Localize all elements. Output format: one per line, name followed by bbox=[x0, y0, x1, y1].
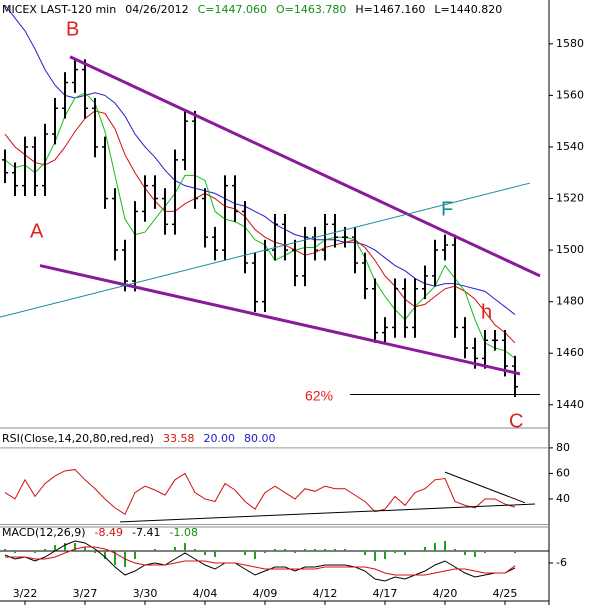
trendline bbox=[69, 55, 541, 278]
x-tick-label: 4/20 bbox=[433, 587, 458, 600]
histogram-bar bbox=[114, 551, 116, 565]
histogram-bar bbox=[314, 549, 316, 551]
trendline bbox=[444, 471, 526, 504]
header-text: -7.41 bbox=[132, 526, 160, 539]
histogram-bar bbox=[174, 547, 176, 551]
histogram-bar bbox=[404, 551, 406, 555]
x-tick-label: 4/17 bbox=[373, 587, 398, 600]
histogram-bar bbox=[344, 549, 346, 551]
x-tick-label: 3/30 bbox=[133, 587, 158, 600]
histogram-bar bbox=[64, 543, 66, 551]
y-tick-label: 80 bbox=[556, 441, 570, 454]
header-text: L=1440.820 bbox=[434, 3, 502, 16]
annotation: A bbox=[30, 220, 44, 242]
header-text: O=1463.780 bbox=[276, 3, 346, 16]
histogram-bar bbox=[464, 551, 466, 555]
histogram-bar bbox=[484, 551, 486, 553]
histogram-bar bbox=[304, 549, 306, 551]
y-tick-label: -6 bbox=[556, 556, 567, 569]
histogram-bar bbox=[254, 551, 256, 559]
x-tick-label: 4/25 bbox=[493, 587, 518, 600]
histogram-bar bbox=[194, 549, 196, 551]
histogram-bar bbox=[204, 551, 206, 555]
header-text: 04/26/2012 bbox=[125, 3, 188, 16]
trendline bbox=[39, 264, 521, 376]
x-tick-label: 3/22 bbox=[13, 587, 38, 600]
histogram-bar bbox=[104, 551, 106, 559]
histogram-bar bbox=[84, 547, 86, 551]
histogram-bar bbox=[394, 551, 396, 553]
indicator-line bbox=[4, 92, 516, 359]
annotation: B bbox=[66, 18, 79, 40]
x-tick-label: 4/04 bbox=[193, 587, 218, 600]
y-tick-label: 1520 bbox=[556, 192, 584, 205]
histogram-bar bbox=[14, 551, 16, 553]
histogram-bar bbox=[384, 551, 386, 559]
trendline bbox=[0, 182, 531, 318]
histogram-bar bbox=[374, 551, 376, 561]
header-text: 33.58 bbox=[163, 432, 195, 445]
histogram-bar bbox=[454, 549, 456, 551]
header-text: MACD(12,26,9) bbox=[2, 526, 86, 539]
histogram-bar bbox=[44, 549, 46, 551]
y-tick-label: 1560 bbox=[556, 88, 584, 101]
trendline bbox=[119, 503, 536, 523]
y-tick-label: 1500 bbox=[556, 243, 584, 256]
histogram-bar bbox=[184, 543, 186, 551]
y-tick-label: 1480 bbox=[556, 295, 584, 308]
indicator-line bbox=[4, 4, 516, 315]
histogram-bar bbox=[274, 549, 276, 551]
indicator-line bbox=[4, 110, 516, 344]
indicator-line bbox=[4, 469, 516, 516]
histogram-bar bbox=[514, 551, 516, 554]
indicator-line bbox=[4, 540, 516, 582]
histogram-bar bbox=[334, 549, 336, 551]
y-tick-label: 1540 bbox=[556, 140, 584, 153]
histogram-bar bbox=[74, 543, 76, 551]
header-text: 80.00 bbox=[244, 432, 276, 445]
histogram-bar bbox=[94, 551, 96, 553]
header-text: MICEX LAST-120 min bbox=[2, 3, 116, 16]
histogram-bar bbox=[214, 551, 216, 557]
header-text: -8.49 bbox=[95, 526, 123, 539]
histogram-bar bbox=[474, 551, 476, 557]
histogram-bar bbox=[324, 549, 326, 551]
histogram-bar bbox=[434, 543, 436, 551]
annotation: h bbox=[481, 301, 492, 323]
histogram-bar bbox=[154, 549, 156, 551]
annotation: 62% bbox=[305, 388, 333, 404]
histogram-bar bbox=[424, 547, 426, 551]
header-text: RSI(Close,14,20,80,red,red) bbox=[2, 432, 154, 445]
histogram-bar bbox=[284, 549, 286, 551]
histogram-bar bbox=[4, 549, 6, 551]
annotation: F bbox=[441, 198, 453, 220]
header-text: -1.08 bbox=[169, 526, 197, 539]
header-text: C=1447.060 bbox=[198, 3, 267, 16]
histogram-bar bbox=[54, 545, 56, 551]
histogram-bar bbox=[34, 551, 36, 553]
header-text: H=1467.160 bbox=[355, 3, 425, 16]
histogram-bar bbox=[134, 551, 136, 559]
annotation: C bbox=[509, 410, 523, 432]
histogram-bar bbox=[294, 551, 296, 553]
histogram-bar bbox=[264, 551, 266, 553]
histogram-bar bbox=[444, 541, 446, 551]
x-tick-label: 4/12 bbox=[313, 587, 338, 600]
y-tick-label: 60 bbox=[556, 466, 570, 479]
histogram-bar bbox=[244, 551, 246, 555]
header-text: 20.00 bbox=[203, 432, 235, 445]
y-tick-label: 1580 bbox=[556, 37, 584, 50]
x-tick-label: 4/09 bbox=[253, 587, 278, 600]
x-tick-label: 3/27 bbox=[73, 587, 98, 600]
histogram-bar bbox=[364, 551, 366, 555]
y-tick-label: 1460 bbox=[556, 346, 584, 359]
y-tick-label: 40 bbox=[556, 492, 570, 505]
y-tick-label: 1440 bbox=[556, 398, 584, 411]
indicator-line bbox=[5, 546, 516, 576]
